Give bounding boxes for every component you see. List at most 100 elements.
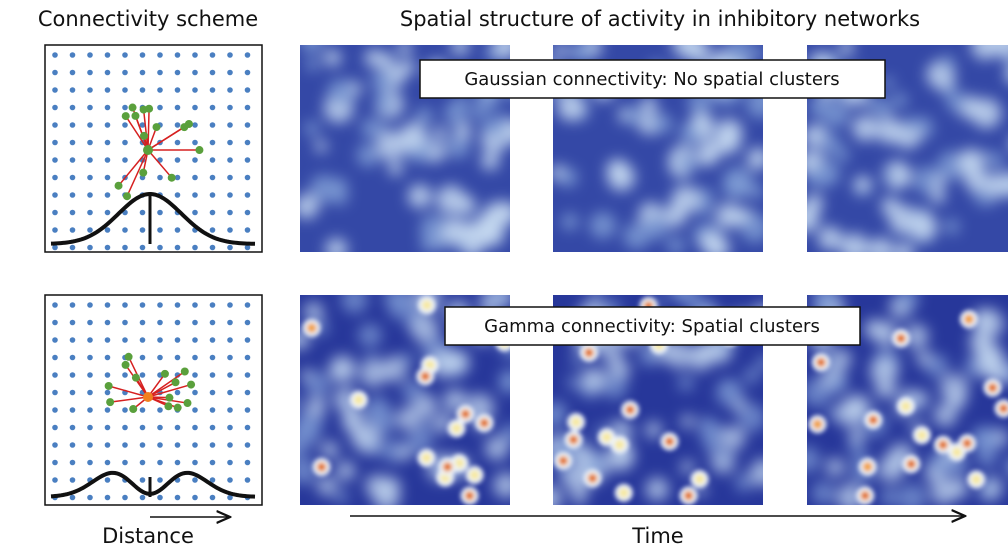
activity-blob xyxy=(723,167,753,197)
activity-blob xyxy=(415,107,433,125)
node xyxy=(175,320,181,326)
node xyxy=(70,425,76,431)
node xyxy=(87,495,93,501)
node xyxy=(245,320,251,326)
node xyxy=(245,192,251,198)
activity-blob xyxy=(940,374,969,403)
activity-blob xyxy=(876,118,902,144)
node xyxy=(87,372,93,378)
node xyxy=(122,372,128,378)
activity-blob xyxy=(645,421,662,438)
node xyxy=(157,320,163,326)
node xyxy=(192,495,198,501)
node xyxy=(105,245,111,251)
activity-blob xyxy=(826,458,845,477)
node xyxy=(140,407,146,413)
cluster-peak xyxy=(590,476,595,481)
activity-blob xyxy=(750,459,778,487)
node xyxy=(105,355,111,361)
activity-blob xyxy=(958,149,985,176)
node xyxy=(210,245,216,251)
node xyxy=(192,320,198,326)
cluster-core xyxy=(470,470,480,480)
activity-blob xyxy=(497,292,511,306)
node xyxy=(52,175,58,181)
node xyxy=(122,52,128,58)
node xyxy=(87,105,93,111)
cluster-peak xyxy=(909,462,914,467)
activity-blob xyxy=(433,127,446,140)
node xyxy=(87,460,93,466)
node xyxy=(175,460,181,466)
node xyxy=(227,245,233,251)
node xyxy=(245,227,251,233)
node xyxy=(227,442,233,448)
activity-blob xyxy=(327,79,353,105)
node xyxy=(87,355,93,361)
node xyxy=(210,140,216,146)
node xyxy=(70,372,76,378)
activity-blob xyxy=(380,103,392,115)
node xyxy=(245,175,251,181)
node xyxy=(140,477,146,483)
node xyxy=(192,175,198,181)
node xyxy=(192,122,198,128)
node xyxy=(122,337,128,343)
node xyxy=(227,425,233,431)
activity-blob xyxy=(933,403,957,427)
node xyxy=(87,175,93,181)
node xyxy=(105,210,111,216)
activity-blob xyxy=(499,375,518,394)
node xyxy=(210,495,216,501)
node xyxy=(157,302,163,308)
node xyxy=(245,460,251,466)
activity-blob xyxy=(398,446,412,460)
scheme-panel xyxy=(45,45,262,252)
node xyxy=(245,52,251,58)
target-node xyxy=(153,123,161,131)
activity-blob xyxy=(581,367,606,392)
node xyxy=(210,425,216,431)
node xyxy=(140,210,146,216)
activity-blob xyxy=(880,488,899,507)
target-node xyxy=(164,402,172,410)
cluster-peak xyxy=(965,441,970,446)
activity-blob xyxy=(825,103,850,128)
activity-blob xyxy=(881,197,899,215)
activity-blob xyxy=(485,201,508,224)
activity-blob xyxy=(365,49,383,67)
node xyxy=(87,210,93,216)
node xyxy=(87,140,93,146)
target-node xyxy=(168,174,176,182)
activity-blob xyxy=(807,168,827,188)
activity-blob xyxy=(818,226,842,250)
node xyxy=(122,122,128,128)
activity-blob xyxy=(705,438,720,453)
node xyxy=(52,372,58,378)
cluster-peak xyxy=(587,350,592,355)
node xyxy=(70,407,76,413)
node xyxy=(122,245,128,251)
activity-blob xyxy=(304,302,324,322)
activity-blob xyxy=(681,415,694,428)
node xyxy=(70,442,76,448)
node xyxy=(192,477,198,483)
node xyxy=(227,192,233,198)
node xyxy=(70,302,76,308)
cluster-core xyxy=(452,423,462,433)
node xyxy=(87,337,93,343)
node xyxy=(140,52,146,58)
node xyxy=(192,52,198,58)
node xyxy=(210,337,216,343)
node xyxy=(52,425,58,431)
node xyxy=(245,442,251,448)
node xyxy=(140,337,146,343)
node xyxy=(87,52,93,58)
target-node xyxy=(139,169,147,177)
activity-blob xyxy=(341,287,368,314)
node xyxy=(122,495,128,501)
activity-blob xyxy=(933,176,946,189)
node xyxy=(87,227,93,233)
node xyxy=(87,442,93,448)
cluster-peak xyxy=(445,464,450,469)
